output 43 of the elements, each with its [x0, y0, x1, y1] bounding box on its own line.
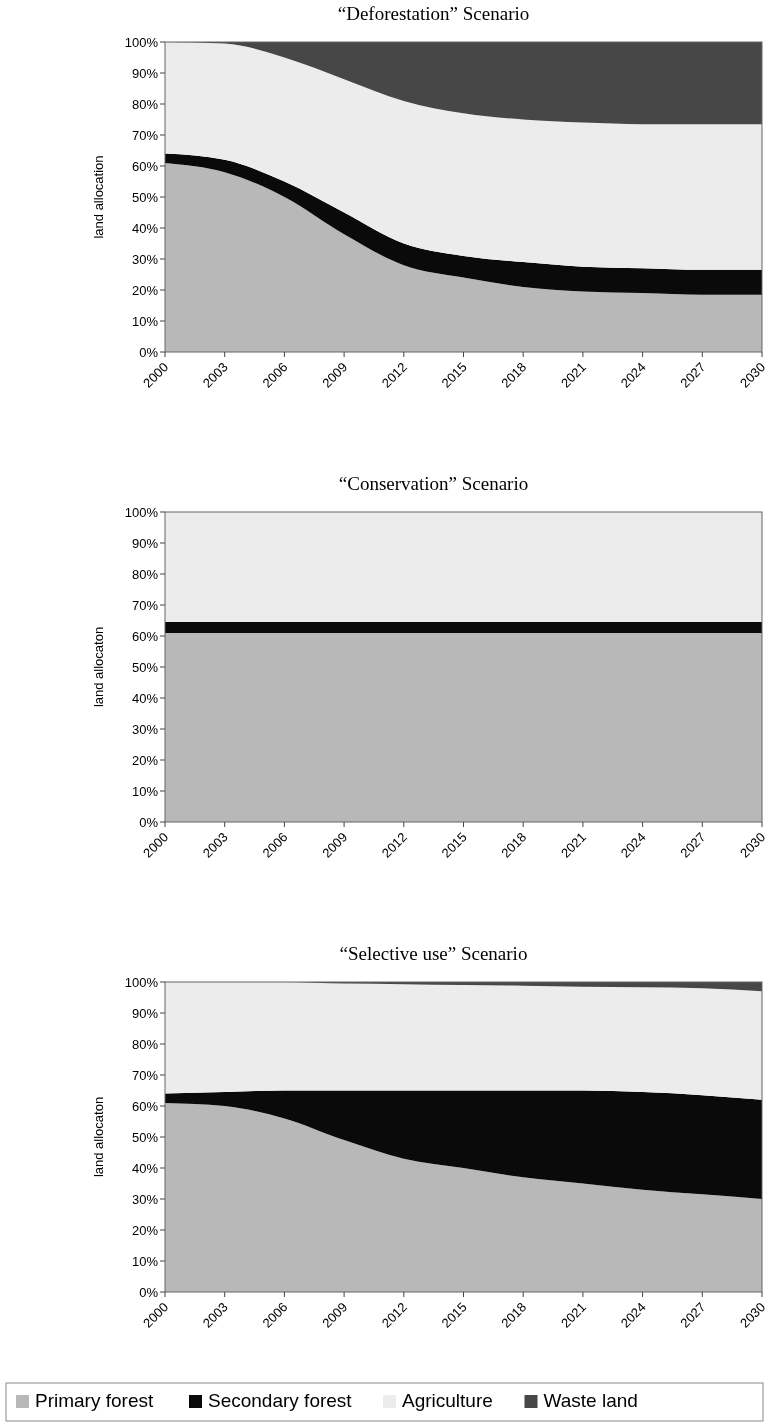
- y-tick-label: 80%: [131, 566, 159, 582]
- y-tick-label: 70%: [131, 1067, 159, 1083]
- legend-label: Secondary forest: [208, 1390, 353, 1411]
- y-tick-label: 40%: [131, 1160, 159, 1176]
- y-tick-label: 50%: [131, 1129, 159, 1145]
- y-tick-label: 20%: [131, 282, 159, 298]
- y-tick-label: 70%: [131, 597, 159, 613]
- chart-title: “Deforestation” Scenario: [337, 3, 530, 24]
- y-tick-label: 0%: [139, 814, 159, 830]
- y-tick-label: 40%: [131, 220, 159, 236]
- y-axis-title: land allocation: [91, 155, 106, 239]
- legend-label: Waste land: [543, 1390, 638, 1411]
- y-tick-label: 60%: [131, 1098, 159, 1114]
- y-tick-label: 30%: [131, 251, 159, 267]
- y-tick-label: 20%: [131, 752, 159, 768]
- y-tick-label: 10%: [131, 1253, 159, 1269]
- y-tick-label: 80%: [131, 96, 159, 112]
- y-tick-label: 100%: [124, 974, 159, 990]
- y-tick-label: 10%: [131, 783, 159, 799]
- legend-label: Primary forest: [35, 1390, 154, 1411]
- y-tick-label: 10%: [131, 313, 159, 329]
- y-tick-label: 50%: [131, 189, 159, 205]
- y-tick-label: 20%: [131, 1222, 159, 1238]
- y-tick-label: 30%: [131, 1191, 159, 1207]
- y-tick-label: 70%: [131, 127, 159, 143]
- chart-title: “Selective use” Scenario: [339, 943, 528, 964]
- y-axis-title: land allocaton: [91, 626, 106, 708]
- y-tick-label: 0%: [139, 344, 159, 360]
- y-tick-label: 90%: [131, 1005, 159, 1021]
- y-tick-label: 0%: [139, 1284, 159, 1300]
- y-tick-label: 90%: [131, 535, 159, 551]
- y-tick-label: 100%: [124, 504, 159, 520]
- y-axis-title: land allocaton: [91, 1096, 106, 1178]
- legend-label: Agriculture: [402, 1390, 493, 1411]
- y-tick-label: 100%: [124, 34, 159, 50]
- y-tick-label: 50%: [131, 659, 159, 675]
- y-tick-label: 60%: [131, 158, 159, 174]
- y-tick-label: 40%: [131, 690, 159, 706]
- y-tick-label: 30%: [131, 721, 159, 737]
- chart-title: “Conservation” Scenario: [338, 473, 529, 494]
- y-tick-label: 60%: [131, 628, 159, 644]
- y-tick-label: 80%: [131, 1036, 159, 1052]
- y-tick-label: 90%: [131, 65, 159, 81]
